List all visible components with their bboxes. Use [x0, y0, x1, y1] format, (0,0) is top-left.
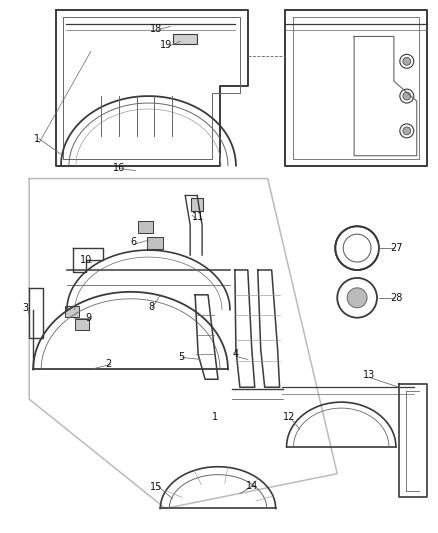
Text: 28: 28 [391, 293, 403, 303]
Text: 9: 9 [86, 313, 92, 322]
Text: 12: 12 [283, 412, 296, 422]
Text: 14: 14 [246, 481, 258, 490]
Text: 18: 18 [150, 23, 162, 34]
FancyBboxPatch shape [138, 221, 153, 233]
Text: 11: 11 [192, 212, 204, 222]
Circle shape [403, 127, 411, 135]
Text: 13: 13 [363, 370, 375, 381]
Circle shape [347, 288, 367, 308]
Text: 19: 19 [160, 41, 173, 51]
Text: 16: 16 [113, 163, 125, 173]
Text: 27: 27 [391, 243, 403, 253]
Text: 15: 15 [150, 482, 162, 491]
Text: 2: 2 [106, 359, 112, 369]
FancyBboxPatch shape [148, 237, 163, 249]
FancyBboxPatch shape [65, 306, 79, 317]
Text: 1: 1 [212, 412, 218, 422]
FancyBboxPatch shape [191, 198, 203, 212]
Text: 4: 4 [233, 350, 239, 359]
FancyBboxPatch shape [75, 319, 89, 329]
Text: 10: 10 [80, 255, 92, 265]
Text: 5: 5 [178, 352, 184, 362]
Text: 6: 6 [131, 237, 137, 247]
Circle shape [403, 58, 411, 65]
Circle shape [403, 92, 411, 100]
Text: 1: 1 [34, 134, 40, 144]
FancyBboxPatch shape [173, 35, 197, 44]
Text: 3: 3 [22, 303, 28, 313]
Text: 8: 8 [148, 302, 155, 312]
